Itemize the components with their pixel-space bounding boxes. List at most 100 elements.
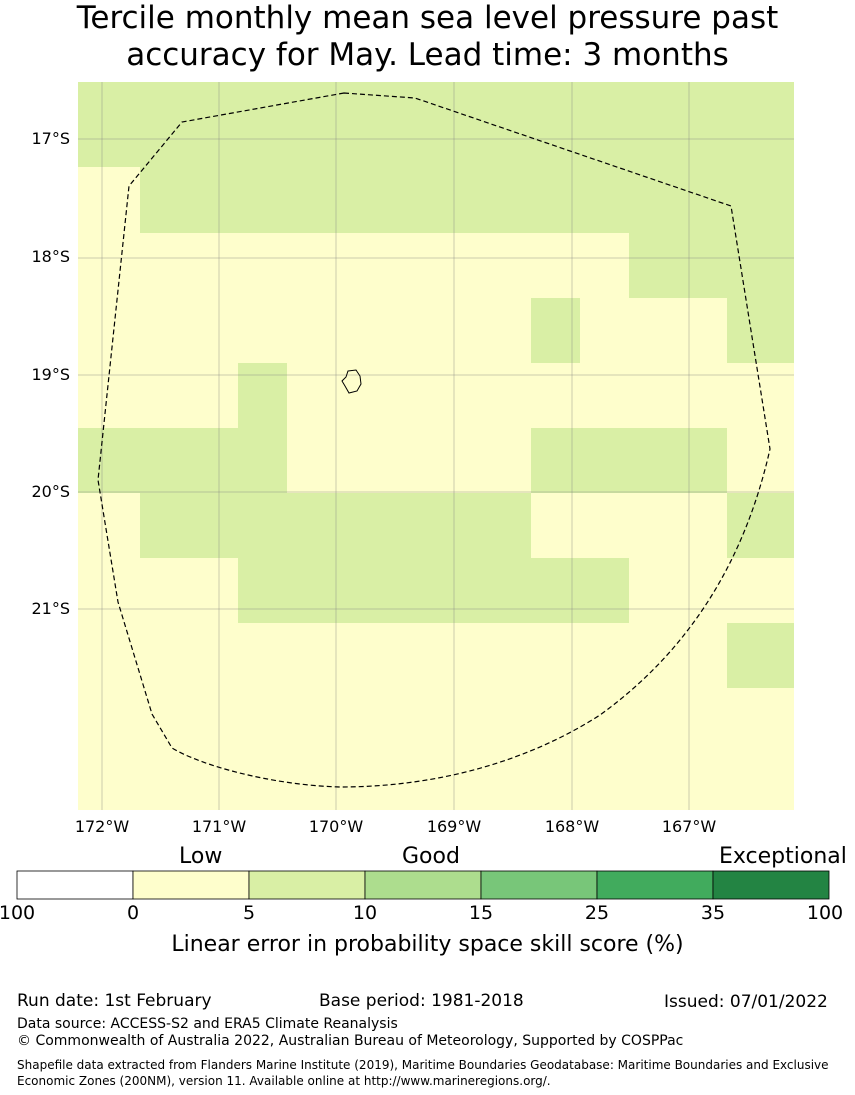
skill-cell	[580, 493, 629, 558]
skill-cell	[727, 428, 794, 493]
skill-cell	[336, 298, 434, 363]
title-line-1: Tercile monthly mean sea level pressure …	[76, 0, 779, 36]
skill-cell	[140, 688, 189, 753]
skill-cell	[238, 623, 287, 688]
skill-cell	[189, 298, 238, 363]
skill-cell	[727, 558, 794, 623]
skill-cell	[434, 167, 531, 233]
skill-grid	[78, 82, 794, 810]
skill-cell	[189, 82, 238, 167]
lon-tick-label: 167°W	[661, 817, 717, 836]
colorbar-tick: 100	[806, 902, 844, 924]
skill-cell	[434, 493, 531, 558]
skill-cell	[434, 688, 531, 753]
skill-cell	[78, 298, 140, 363]
skill-cell	[531, 493, 580, 558]
skill-cell	[189, 233, 238, 298]
issued-date: Issued: 07/01/2022	[664, 992, 828, 1012]
colorbar	[16, 870, 830, 900]
skill-cell	[580, 363, 629, 428]
colorbar-segment	[16, 870, 134, 900]
category-low: Low	[179, 844, 223, 869]
skill-cell	[140, 298, 189, 363]
category-exceptional: Exceptional	[719, 844, 847, 869]
skill-cell	[629, 167, 727, 233]
skill-cell	[238, 298, 287, 363]
skill-cell	[238, 167, 287, 233]
eez-boundary	[97, 92, 771, 788]
skill-cell	[336, 363, 434, 428]
skill-cell	[629, 363, 727, 428]
skill-cell	[434, 623, 531, 688]
skill-cell	[727, 688, 794, 753]
colorbar-segment	[480, 870, 598, 900]
skill-cell	[580, 298, 629, 363]
skill-cell	[434, 753, 531, 810]
skill-cell	[727, 298, 794, 363]
skill-cell	[238, 363, 287, 428]
skill-cell	[629, 298, 727, 363]
skill-cell	[140, 753, 189, 810]
skill-cell	[336, 623, 434, 688]
skill-cell	[78, 558, 140, 623]
skill-cell	[580, 233, 629, 298]
skill-cell	[629, 428, 727, 493]
skill-cell	[580, 167, 629, 233]
skill-cell	[140, 167, 189, 233]
skill-cell	[140, 428, 189, 493]
skill-cell	[238, 688, 287, 753]
skill-cell	[238, 82, 287, 167]
skill-cell	[287, 363, 336, 428]
colorbar-title: Linear error in probability space skill …	[171, 932, 684, 957]
skill-cell	[78, 233, 140, 298]
niue-island-outline	[341, 369, 362, 394]
skill-cell	[531, 623, 580, 688]
copyright: © Commonwealth of Australia 2022, Austra…	[17, 1033, 684, 1049]
colorbar-segment	[132, 870, 250, 900]
skill-cell	[78, 753, 140, 810]
lon-tick-label: 168°W	[544, 817, 600, 836]
skill-cell	[727, 233, 794, 298]
chart-title: Tercile monthly mean sea level pressure …	[0, 0, 855, 74]
skill-cell	[189, 753, 238, 810]
lon-tick-label: 169°W	[426, 817, 482, 836]
skill-cell	[531, 167, 580, 233]
skill-cell	[434, 233, 531, 298]
skill-cell	[287, 753, 336, 810]
colorbar-segment	[712, 870, 830, 900]
skill-cell	[434, 558, 531, 623]
skill-cell	[336, 493, 434, 558]
skill-cell	[189, 363, 238, 428]
skill-cell	[140, 558, 189, 623]
skill-cell	[78, 688, 140, 753]
skill-cell	[531, 82, 580, 167]
skill-cell	[78, 167, 140, 233]
colorbar-tick: 25	[584, 902, 610, 924]
skill-cell	[727, 363, 794, 428]
category-good: Good	[402, 844, 460, 869]
skill-cell	[287, 428, 336, 493]
skill-cell	[629, 688, 727, 753]
lat-tick-label: 20°S	[31, 482, 70, 501]
skill-cell	[531, 753, 580, 810]
skill-cell	[140, 363, 189, 428]
colorbar-tick: 0	[126, 902, 140, 924]
skill-cell	[727, 493, 794, 558]
skill-cell	[287, 493, 336, 558]
skill-cell	[78, 623, 140, 688]
skill-cell	[580, 753, 629, 810]
skill-cell	[531, 298, 580, 363]
skill-cell	[140, 82, 189, 167]
skill-cell	[238, 233, 287, 298]
skill-cell	[238, 428, 287, 493]
skill-cell	[336, 428, 434, 493]
skill-cell	[629, 233, 727, 298]
skill-cell	[287, 298, 336, 363]
colorbar-segment	[596, 870, 714, 900]
lon-tick-label: 172°W	[74, 817, 130, 836]
colorbar-tick: 10	[352, 902, 378, 924]
skill-cell	[287, 558, 336, 623]
data-source: Data source: ACCESS-S2 and ERA5 Climate …	[17, 1016, 398, 1032]
skill-cell	[336, 167, 434, 233]
